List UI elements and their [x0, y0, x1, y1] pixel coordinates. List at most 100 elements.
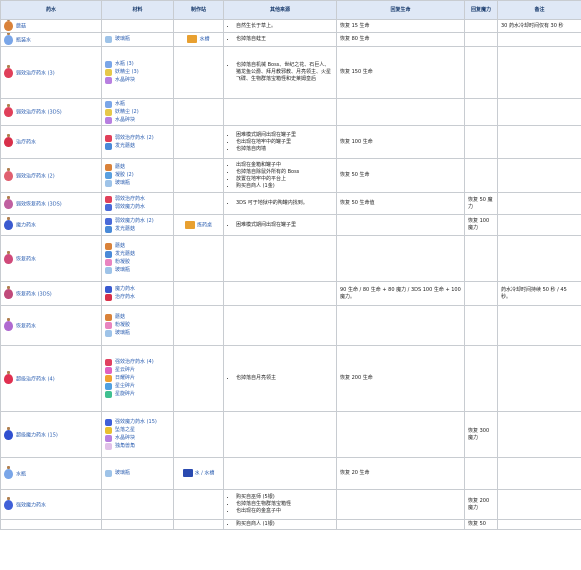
material-link[interactable]: 水瓶 (3) — [115, 61, 134, 67]
life-cell — [336, 214, 465, 236]
source-item: 也掉落自机械 Boss、世纪之花、石巨人、猪龙鱼公爵、拜月教邪教、月亮领主、火星… — [236, 62, 333, 83]
material-item: 水晶碎块 — [105, 116, 170, 124]
material-link[interactable]: 独角兽角 — [115, 443, 136, 449]
material-link[interactable]: 水晶碎块 — [115, 435, 136, 441]
materials-cell: 蘑菇凝胶 (2) 玻璃瓶 — [101, 158, 174, 193]
potion-name-link[interactable]: 恢复药水 (3DS) — [16, 291, 52, 297]
material-link[interactable]: 凝胶 (2) — [115, 172, 134, 178]
header-row: 药水 材料 制作站 其他来源 回复生命 回复魔力 备注 — [0, 0, 581, 20]
material-link[interactable]: 妖精尘 (3) — [115, 69, 139, 75]
material-link[interactable]: 弱效治疗药水 — [115, 196, 146, 202]
station-cell — [173, 235, 224, 282]
material-item: 弱效魔力药水 — [105, 204, 170, 212]
sources-cell: 困难模式期间出现在罐子里也出现在地牢中的罐子里也掉落自肉墙 — [223, 125, 337, 159]
material-link[interactable]: 强效魔力药水 (15) — [115, 419, 157, 425]
material-icon — [105, 108, 112, 116]
material-link[interactable]: 玻璃瓶 — [115, 180, 131, 186]
material-link[interactable]: 粉凝胶 — [115, 322, 131, 328]
header-life[interactable]: 回复生命 — [336, 0, 465, 20]
potion-name-link[interactable]: 蘑菇 — [16, 23, 27, 30]
potion-name-link[interactable]: 水瓶 — [16, 471, 27, 477]
material-item: 星云碎片 — [105, 367, 170, 375]
material-link[interactable]: 水晶碎块 — [115, 116, 136, 123]
material-link[interactable]: 蘑菇 — [115, 164, 126, 170]
material-icon — [105, 164, 112, 171]
station-link[interactable]: 炼药桌 — [196, 222, 212, 229]
material-link[interactable]: 玻璃瓶 — [115, 470, 131, 476]
material-item: 玻璃瓶 — [105, 330, 170, 338]
potion-name-link[interactable]: 魔力药水 — [16, 222, 37, 229]
potion-name-link[interactable]: 弱效治疗药水 (3) — [16, 70, 55, 76]
potion-name-link[interactable]: 弱效治疗药水 (3DS) — [16, 109, 62, 116]
table-row: 恢复药水 蘑菇粉凝胶玻璃瓶 — [0, 305, 581, 346]
potion-name-link[interactable]: 瓶装水 — [16, 37, 32, 43]
material-link[interactable]: 星云碎片 — [115, 367, 136, 373]
potion-name-link[interactable]: 弱效恢复药水 (3DS) — [16, 201, 62, 207]
material-link[interactable]: 水晶碎块 — [115, 77, 136, 83]
sources-cell — [223, 305, 337, 346]
material-link[interactable]: 强效治疗药水 (4) — [115, 359, 154, 365]
potion-cell: 超级魔力药水 (15) — [0, 411, 102, 458]
material-link[interactable]: 发光蘑菇 — [115, 225, 136, 232]
header-potion[interactable]: 药水 — [0, 0, 102, 20]
material-link[interactable]: 发光蘑菇 — [115, 251, 136, 257]
material-item: 蘑菇 — [105, 164, 170, 172]
materials-cell: 弱效治疗药水 (2) 发光蘑菇 — [101, 125, 174, 159]
material-item: 独角兽角 — [105, 443, 170, 451]
materials-cell: 强效治疗药水 (4) 星云碎片日耀碎片星尘碎片星旋碎片 — [101, 345, 174, 412]
material-link[interactable]: 蘑菇 — [115, 314, 126, 320]
sources-cell: 购买自商人 (1银) — [223, 519, 337, 530]
mana-cell: 恢复 200 魔力 — [464, 489, 498, 520]
potion-name-link[interactable]: 超级治疗药水 (4) — [16, 376, 55, 382]
header-sources[interactable]: 其他来源 — [223, 0, 337, 20]
material-link[interactable]: 粉凝胶 — [115, 259, 131, 265]
potion-name-link[interactable]: 治疗药水 — [16, 139, 37, 146]
material-link[interactable]: 玻璃瓶 — [115, 330, 131, 336]
material-link[interactable]: 水瓶 — [115, 100, 126, 107]
potion-name-link[interactable]: 恢复药水 — [16, 323, 37, 329]
potion-cell — [0, 519, 102, 530]
materials-cell: 玻璃瓶 — [101, 457, 174, 490]
source-item: 也掉落自生物群落宝箱怪 — [236, 501, 333, 508]
material-item: 治疗药水 — [105, 294, 170, 302]
station-link[interactable]: 水 / 水槽 — [194, 470, 215, 477]
station-link[interactable]: 水槽 — [199, 36, 210, 43]
material-link[interactable]: 魔力药水 — [115, 286, 136, 292]
material-icon — [105, 251, 112, 258]
potion-name-link[interactable]: 弱效治疗药水 (2) — [16, 173, 55, 179]
material-link[interactable]: 妖精尘 (2) — [115, 108, 139, 115]
material-item: 玻璃瓶 — [105, 36, 170, 44]
material-icon — [105, 36, 112, 43]
material-link[interactable]: 弱效魔力药水 (2) — [115, 217, 154, 224]
material-link[interactable]: 坠落之星 — [115, 427, 136, 433]
table-row: 超级魔力药水 (15) 强效魔力药水 (15) 坠落之星 水晶碎块 独角兽角 恢复 300… — [0, 411, 581, 458]
potion-name-link[interactable]: 恢复药水 — [16, 256, 37, 262]
material-link[interactable]: 玻璃瓶 — [115, 267, 131, 273]
material-item: 强效魔力药水 (15) — [105, 419, 170, 427]
material-link[interactable]: 玻璃瓶 — [115, 36, 131, 42]
material-link[interactable]: 发光蘑菇 — [115, 142, 136, 149]
material-link[interactable]: 治疗药水 — [115, 294, 136, 300]
life-cell: 恢复 50 生命 — [336, 158, 465, 193]
potion-name-link[interactable]: 强效魔力药水 — [16, 502, 47, 508]
header-materials[interactable]: 材料 — [101, 0, 174, 20]
life-cell: 恢复 50 生命值 — [336, 192, 465, 215]
material-link[interactable]: 星旋碎片 — [115, 391, 136, 397]
header-station[interactable]: 制作站 — [173, 0, 224, 20]
notes-cell — [497, 125, 581, 159]
potion-name-link[interactable]: 超级魔力药水 (15) — [16, 432, 58, 438]
material-icon — [105, 443, 112, 450]
sources-cell — [223, 235, 337, 282]
material-link[interactable]: 日耀碎片 — [115, 375, 136, 381]
station-cell — [173, 46, 224, 99]
material-link[interactable]: 蘑菇 — [115, 243, 126, 249]
header-notes[interactable]: 备注 — [497, 0, 581, 20]
material-link[interactable]: 星尘碎片 — [115, 383, 136, 389]
header-mana[interactable]: 回复魔力 — [464, 0, 498, 20]
materials-cell: 蘑菇 粉凝胶 玻璃瓶 — [101, 305, 174, 346]
material-icon — [105, 367, 112, 374]
material-link[interactable]: 弱效魔力药水 — [115, 204, 146, 210]
material-icon — [105, 330, 112, 337]
material-link[interactable]: 弱效治疗药水 (2) — [115, 134, 154, 141]
material-item: 星尘碎片 — [105, 383, 170, 391]
